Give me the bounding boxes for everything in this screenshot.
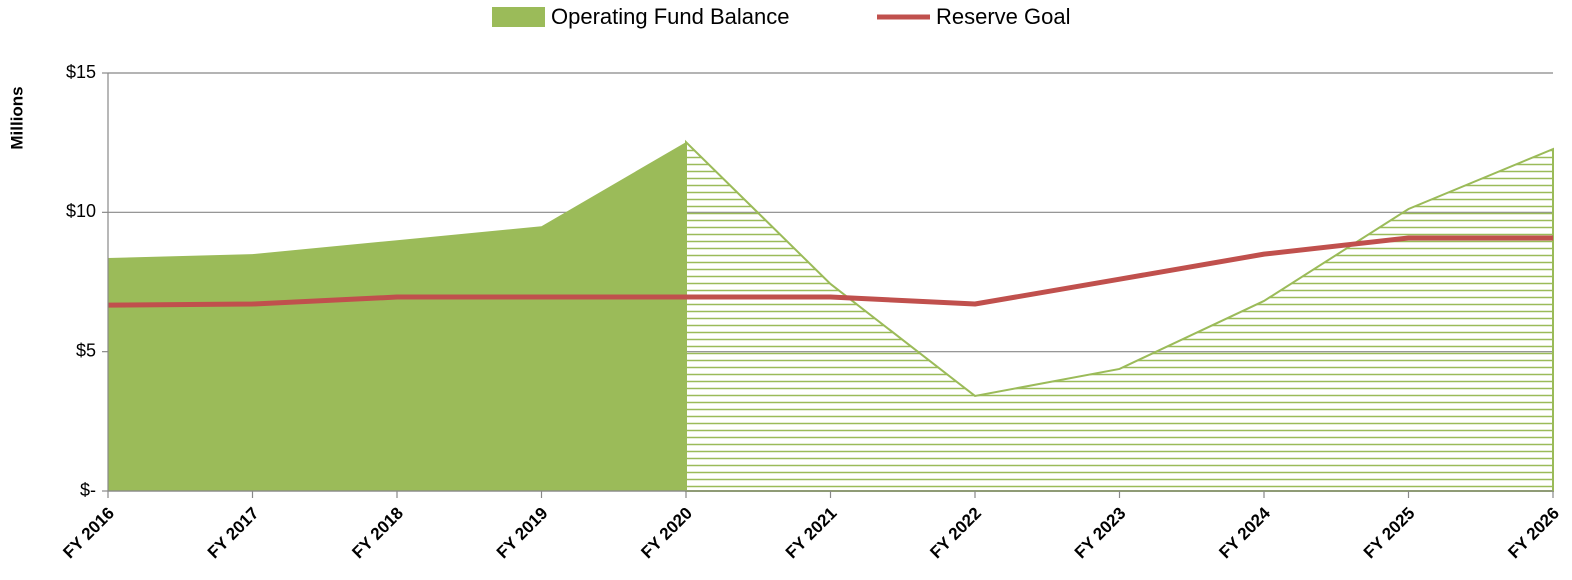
x-tick-label: FY 2023 xyxy=(1071,504,1130,563)
x-tick-label: FY 2017 xyxy=(204,504,263,563)
line xyxy=(107,235,1553,308)
area-projected xyxy=(685,139,1554,492)
y-tick-label: $5 xyxy=(76,340,96,360)
x-tick-label: FY 2025 xyxy=(1360,504,1419,563)
x-tick-label: FY 2022 xyxy=(926,504,985,563)
y-axis-label: Millions xyxy=(7,86,26,149)
x-tick-label: FY 2016 xyxy=(59,504,118,563)
area-actual xyxy=(108,142,686,492)
y-tick-label: $15 xyxy=(66,62,96,82)
legend-label: Reserve Goal xyxy=(936,4,1071,29)
legend-swatch xyxy=(492,7,545,27)
legend-label: Operating Fund Balance xyxy=(551,4,790,29)
y-tick-label: $10 xyxy=(66,201,96,221)
x-tick-label: FY 2026 xyxy=(1504,504,1563,563)
x-tick-label: FY 2020 xyxy=(637,504,696,563)
x-tick-label: FY 2024 xyxy=(1215,503,1274,562)
y-tick-label: $- xyxy=(80,480,96,500)
x-tick-label: FY 2019 xyxy=(493,504,552,563)
x-tick-label: FY 2021 xyxy=(782,504,841,563)
x-tick-label: FY 2018 xyxy=(348,504,407,563)
